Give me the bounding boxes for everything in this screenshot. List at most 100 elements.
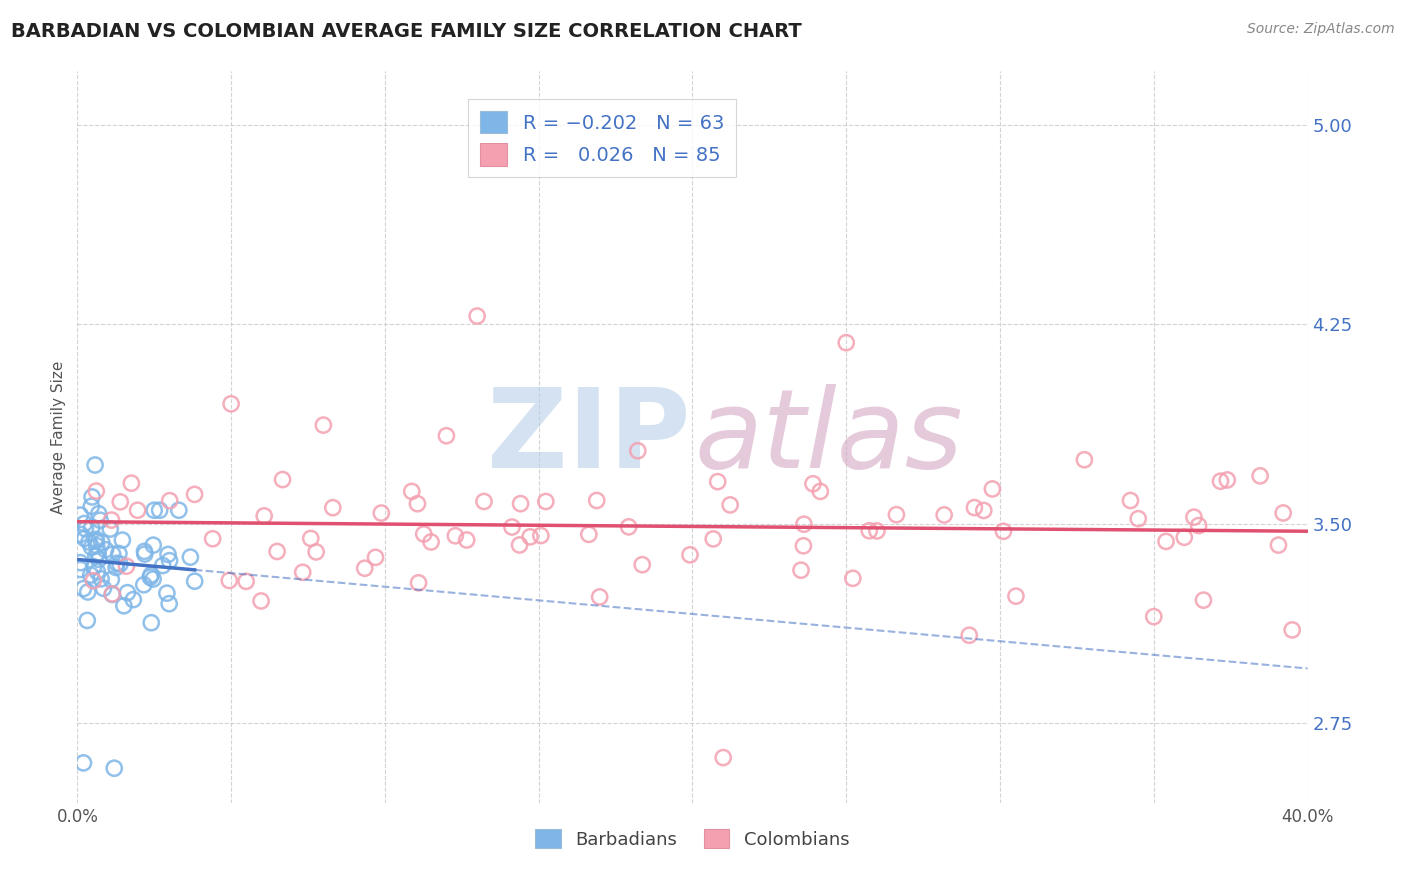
Point [973,503,995,517]
Point [465,309,488,323]
Point [69,527,91,541]
Point [134,544,156,558]
Point [105,560,128,574]
Point [100,573,122,587]
Point [132,578,155,592]
Point [406,497,429,511]
Point [80,540,103,554]
Point [86,565,108,579]
Point [201,532,224,546]
Point [87,507,110,521]
Point [156,586,179,600]
Point [578,527,600,541]
Point [617,520,640,534]
Point [312,418,335,433]
Point [115,559,138,574]
Point [793,517,815,532]
Point [80,521,103,535]
Point [1216,473,1239,487]
Point [842,571,865,585]
Legend: Barbadians, Colombians: Barbadians, Colombians [529,822,856,856]
Point [792,539,814,553]
Point [835,335,858,350]
Point [585,493,607,508]
Point [408,575,430,590]
Point [1128,511,1150,525]
Point [94,542,117,557]
Point [934,508,956,522]
Text: Source: ZipAtlas.com: Source: ZipAtlas.com [1247,22,1395,37]
Point [76,585,98,599]
Point [183,574,205,589]
Point [706,475,728,489]
Point [322,500,344,515]
Point [534,494,557,508]
Point [87,552,110,566]
Point [472,494,495,508]
Point [679,548,702,562]
Point [235,574,257,589]
Point [509,538,531,552]
Point [139,568,162,582]
Point [271,473,294,487]
Point [73,516,96,531]
Point [981,482,1004,496]
Point [72,582,94,596]
Point [83,559,105,574]
Point [1249,468,1271,483]
Point [1267,538,1289,552]
Point [420,535,443,549]
Point [627,443,650,458]
Point [993,524,1015,539]
Point [711,750,734,764]
Point [370,506,392,520]
Point [117,585,139,599]
Point [90,535,112,549]
Point [122,592,145,607]
Point [412,527,434,541]
Point [75,522,97,536]
Point [112,599,135,613]
Point [266,544,288,558]
Point [1192,593,1215,607]
Point [159,554,181,568]
Point [218,574,240,588]
Point [134,547,156,561]
Point [100,513,122,527]
Point [718,498,741,512]
Point [1182,510,1205,524]
Point [80,568,103,582]
Point [1272,506,1295,520]
Point [702,532,724,546]
Point [87,546,110,560]
Point [436,429,458,443]
Point [69,556,91,570]
Point [82,574,104,588]
Point [631,558,654,572]
Point [509,497,531,511]
Point [250,594,273,608]
Point [808,484,831,499]
Point [167,503,190,517]
Point [1073,452,1095,467]
Point [957,628,980,642]
Point [291,566,314,580]
Point [589,590,612,604]
Point [73,532,96,546]
Point [1188,518,1211,533]
Point [364,550,387,565]
Point [456,533,478,547]
Point [101,547,124,561]
Point [108,547,131,561]
Point [120,476,142,491]
Text: ZIP: ZIP [486,384,690,491]
Point [1173,530,1195,544]
Point [299,532,322,546]
Point [530,528,553,542]
Point [69,562,91,576]
Point [179,550,201,565]
Point [142,572,165,586]
Point [1209,474,1232,488]
Point [866,524,889,538]
Point [801,476,824,491]
